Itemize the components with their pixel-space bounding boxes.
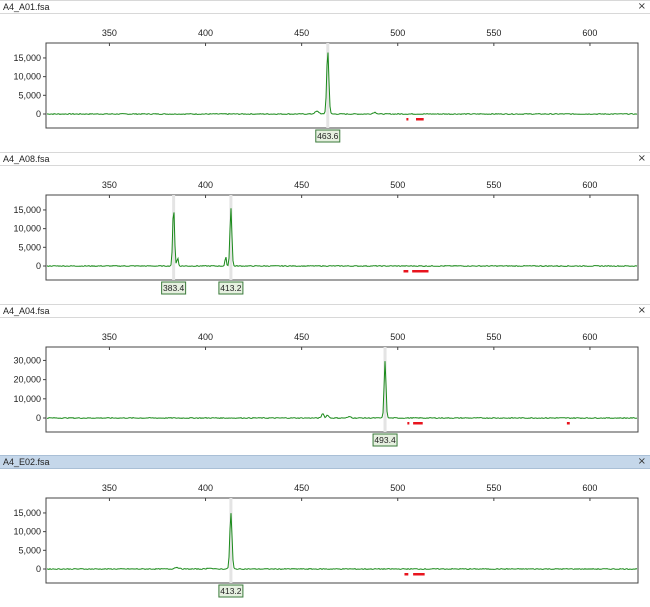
- signal-trace: [46, 361, 638, 420]
- x-tick-label: 550: [486, 180, 501, 190]
- x-tick-label: 450: [294, 28, 309, 38]
- x-tick-label: 500: [390, 483, 405, 493]
- y-tick-label: 10,000: [13, 527, 41, 537]
- x-tick-label: 400: [198, 332, 213, 342]
- panel-title: A4_A04.fsa: [3, 306, 50, 316]
- panel-titlebar[interactable]: A4_A04.fsa ×: [0, 304, 650, 318]
- y-tick-label: 0: [36, 413, 41, 423]
- panel-titlebar[interactable]: A4_A08.fsa ×: [0, 152, 650, 166]
- peak-label[interactable]: 413.2: [218, 584, 244, 598]
- peak-highlight: [172, 195, 176, 280]
- x-tick-label: 350: [102, 483, 117, 493]
- signal-trace: [46, 208, 638, 268]
- x-tick-label: 450: [294, 180, 309, 190]
- peak-highlight: [326, 43, 330, 128]
- y-tick-label: 10,000: [13, 224, 41, 234]
- bin-marker[interactable]: [407, 422, 410, 425]
- signal-trace: [46, 513, 638, 571]
- bin-marker[interactable]: [404, 573, 409, 576]
- peak-size-text: 413.2: [220, 283, 242, 293]
- peak-size-text: 383.4: [163, 283, 185, 293]
- x-tick-label: 400: [198, 180, 213, 190]
- x-tick-label: 500: [390, 332, 405, 342]
- x-tick-label: 550: [486, 28, 501, 38]
- x-tick-label: 600: [582, 180, 597, 190]
- y-tick-label: 30,000: [13, 355, 41, 365]
- y-tick-label: 20,000: [13, 375, 41, 385]
- close-icon[interactable]: ×: [637, 1, 646, 12]
- x-tick-label: 500: [390, 28, 405, 38]
- x-tick-label: 450: [294, 332, 309, 342]
- trace-panel[interactable]: A4_A08.fsa × 350 400 450 500 550 600 0 5,000 10,00…: [0, 152, 650, 304]
- x-tick-label: 500: [390, 180, 405, 190]
- x-tick-label: 550: [486, 332, 501, 342]
- bin-marker[interactable]: [406, 118, 409, 121]
- plot-frame: [45, 346, 639, 433]
- y-tick-label: 5,000: [18, 545, 41, 555]
- y-tick-label: 15,000: [13, 508, 41, 518]
- peak-label[interactable]: 383.4: [161, 281, 187, 295]
- close-icon[interactable]: ×: [637, 153, 646, 164]
- bin-marker[interactable]: [566, 422, 570, 425]
- bin-marker[interactable]: [412, 270, 429, 273]
- close-icon[interactable]: ×: [637, 456, 646, 467]
- x-tick-label: 600: [582, 332, 597, 342]
- y-tick-label: 5,000: [18, 242, 41, 252]
- x-tick-label: 350: [102, 332, 117, 342]
- y-tick-label: 10,000: [13, 72, 41, 82]
- panel-title: A4_E02.fsa: [3, 457, 50, 467]
- electropherogram-plot[interactable]: 350 400 450 500 550 600 0 5,000 10,000 15,000 463.…: [0, 14, 650, 152]
- peak-label[interactable]: 413.2: [218, 281, 244, 295]
- peak-label[interactable]: 493.4: [372, 433, 398, 447]
- x-tick-label: 550: [486, 483, 501, 493]
- peak-label[interactable]: 463.6: [315, 129, 341, 143]
- x-tick-label: 400: [198, 483, 213, 493]
- electropherogram-plot[interactable]: 350 400 450 500 550 600 0 5,000 10,000 15,000 413.…: [0, 469, 650, 607]
- panel-titlebar[interactable]: A4_E02.fsa ×: [0, 455, 650, 469]
- y-tick-label: 15,000: [13, 53, 41, 63]
- y-tick-label: 10,000: [13, 394, 41, 404]
- x-tick-label: 350: [102, 28, 117, 38]
- y-tick-label: 0: [36, 109, 41, 119]
- close-icon[interactable]: ×: [637, 305, 646, 316]
- x-tick-label: 450: [294, 483, 309, 493]
- peak-size-text: 493.4: [374, 435, 396, 445]
- plot-frame: [45, 194, 639, 281]
- trace-panel[interactable]: A4_E02.fsa × 350 400 450 500 550 600 0 5,000 10,00…: [0, 455, 650, 607]
- bin-marker[interactable]: [403, 270, 409, 273]
- plot-frame: [45, 497, 639, 584]
- x-tick-label: 600: [582, 483, 597, 493]
- electropherogram-plot[interactable]: 350 400 450 500 550 600 0 5,000 10,000 15,000 383.…: [0, 166, 650, 304]
- electropherogram-plot[interactable]: 350 400 450 500 550 600 0 10,000 20,000 30,000 493…: [0, 318, 650, 456]
- peak-highlight: [229, 195, 233, 280]
- x-tick-label: 600: [582, 28, 597, 38]
- peak-size-text: 413.2: [220, 586, 242, 596]
- trace-panel[interactable]: A4_A04.fsa × 350 400 450 500 550 600 0 10,000 20,0…: [0, 304, 650, 456]
- panel-titlebar[interactable]: A4_A01.fsa ×: [0, 0, 650, 14]
- peak-highlight: [383, 347, 387, 432]
- plot-frame: [45, 42, 639, 129]
- y-tick-label: 5,000: [18, 90, 41, 100]
- y-tick-label: 0: [36, 261, 41, 271]
- bin-marker[interactable]: [413, 422, 423, 425]
- x-tick-label: 400: [198, 28, 213, 38]
- signal-trace: [46, 52, 638, 116]
- peak-highlight: [229, 498, 233, 583]
- y-tick-label: 15,000: [13, 205, 41, 215]
- peak-size-text: 463.6: [317, 131, 339, 141]
- y-tick-label: 0: [36, 564, 41, 574]
- panel-title: A4_A08.fsa: [3, 154, 50, 164]
- bin-marker[interactable]: [413, 573, 425, 576]
- trace-panel[interactable]: A4_A01.fsa × 350 400 450 500 550 600 0 5,000 10,00…: [0, 0, 650, 152]
- bin-marker[interactable]: [416, 118, 424, 121]
- panel-title: A4_A01.fsa: [3, 2, 50, 12]
- x-tick-label: 350: [102, 180, 117, 190]
